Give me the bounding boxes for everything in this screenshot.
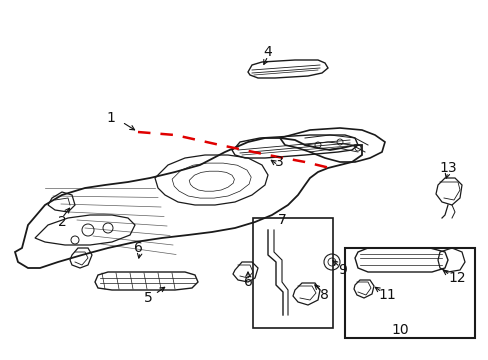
Text: 8: 8	[319, 288, 328, 302]
Text: 10: 10	[390, 323, 408, 337]
Text: 11: 11	[377, 288, 395, 302]
Bar	[252, 218, 332, 328]
Text: 6: 6	[133, 241, 142, 255]
Text: 12: 12	[447, 271, 465, 285]
Text: 7: 7	[277, 213, 286, 227]
Text: 1: 1	[106, 111, 115, 125]
Text: 4: 4	[263, 45, 272, 59]
Text: 13: 13	[438, 161, 456, 175]
Bar	[345, 248, 474, 338]
Text: 5: 5	[143, 291, 152, 305]
Text: 3: 3	[274, 155, 283, 169]
Text: 2: 2	[58, 215, 66, 229]
Text: 9: 9	[337, 263, 346, 277]
Text: 6: 6	[243, 275, 252, 289]
